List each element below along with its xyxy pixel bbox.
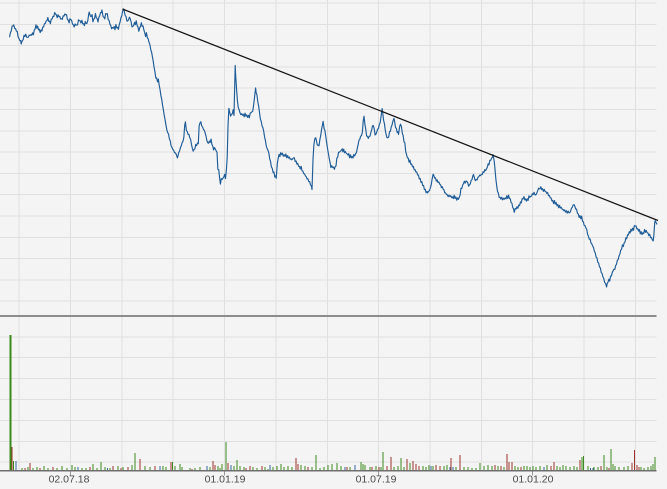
svg-text:01.01.20: 01.01.20 — [513, 474, 554, 486]
svg-text:01.01.19: 01.01.19 — [205, 474, 246, 486]
svg-text:01.07.19: 01.07.19 — [356, 474, 397, 486]
svg-text:02.07.18: 02.07.18 — [49, 474, 90, 486]
